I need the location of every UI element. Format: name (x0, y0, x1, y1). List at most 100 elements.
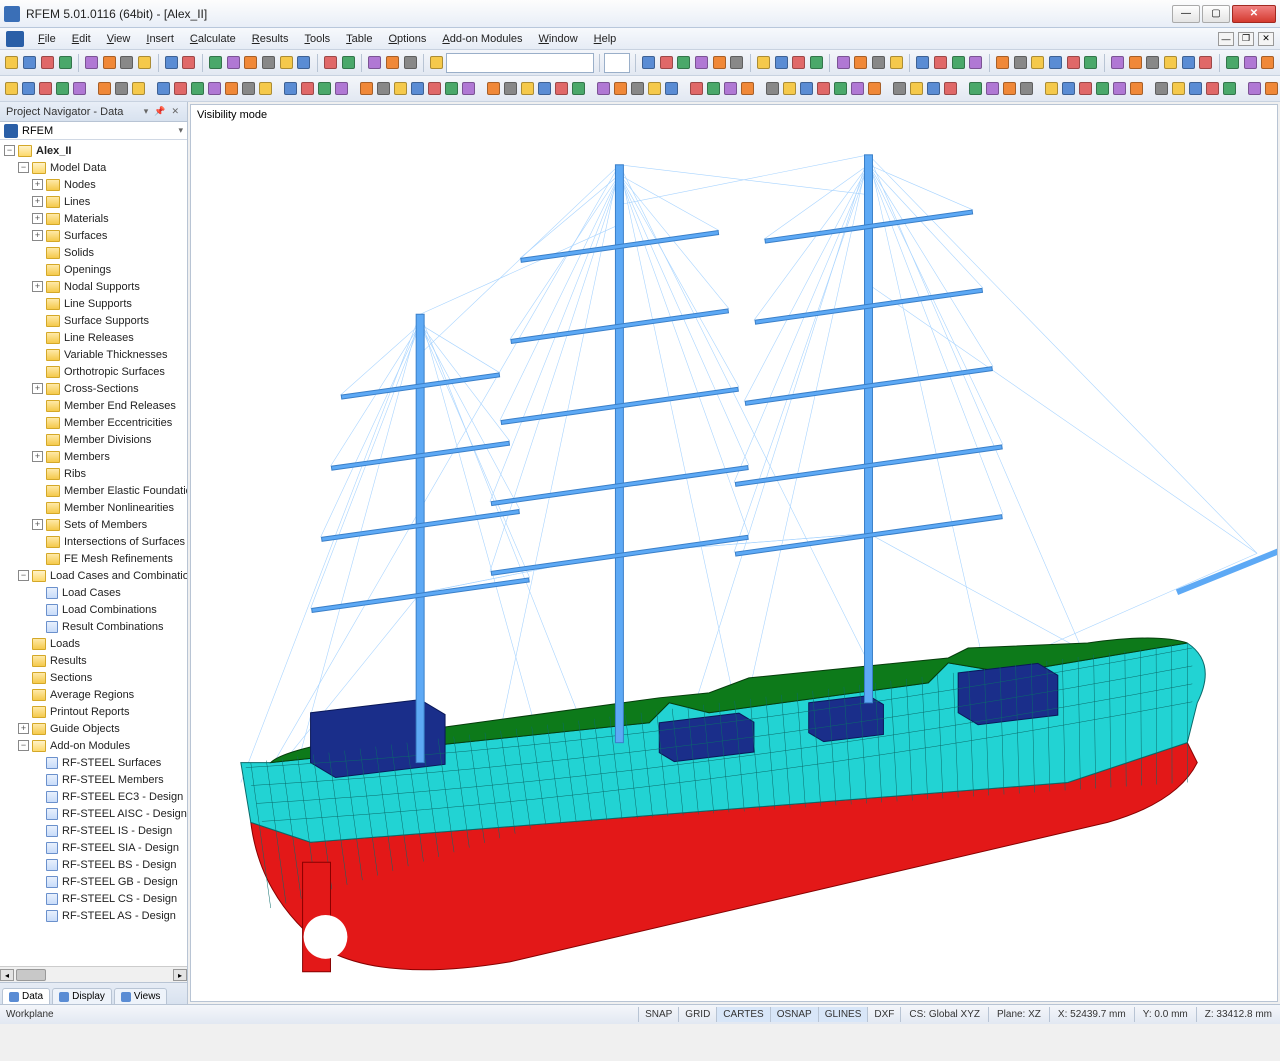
toolbar-button[interactable] (1083, 53, 1099, 73)
toolbar-button[interactable] (323, 53, 339, 73)
toolbar-button[interactable] (630, 79, 645, 99)
toolbar-button[interactable] (224, 79, 239, 99)
toolbar-button[interactable] (596, 79, 611, 99)
toolbar-button[interactable] (1260, 53, 1276, 73)
toolbar-button[interactable] (554, 79, 569, 99)
toolbar-button[interactable] (55, 79, 70, 99)
toolbar-button[interactable] (711, 53, 727, 73)
toolbar-button[interactable] (1129, 79, 1144, 99)
tree-item[interactable]: +Nodes (0, 176, 187, 193)
toolbar-button[interactable] (926, 79, 941, 99)
toolbar-button[interactable] (57, 53, 73, 73)
toolbar-button[interactable] (22, 53, 38, 73)
toolbar-button[interactable] (985, 79, 1000, 99)
tree-expander[interactable]: − (4, 145, 15, 156)
toolbar-button[interactable] (258, 79, 273, 99)
toolbar-button[interactable] (97, 79, 112, 99)
toolbar-button[interactable] (994, 53, 1010, 73)
tree-item[interactable]: Printout Reports (0, 703, 187, 720)
tree-item[interactable]: +Guide Objects (0, 720, 187, 737)
toolbar-button[interactable] (968, 53, 984, 73)
toolbar-button[interactable] (137, 53, 153, 73)
menu-tools[interactable]: Tools (296, 31, 338, 47)
toolbar-button[interactable] (84, 53, 100, 73)
tree-item[interactable]: RF-STEEL SIA - Design (0, 839, 187, 856)
tree-expander[interactable]: + (32, 179, 43, 190)
toolbar-button[interactable] (1180, 53, 1196, 73)
tree-item[interactable]: Load Cases (0, 584, 187, 601)
toolbar-button[interactable] (1225, 53, 1241, 73)
menu-file[interactable]: File (30, 31, 64, 47)
toolbar-button[interactable] (694, 53, 710, 73)
tree-item[interactable]: RF-STEEL EC3 - Design (0, 788, 187, 805)
toolbar-button[interactable] (706, 79, 721, 99)
toolbar-button[interactable] (181, 53, 197, 73)
toolbar-button[interactable] (243, 53, 259, 73)
navigator-root[interactable]: RFEM ▾ (0, 122, 187, 140)
tree-item[interactable]: +Materials (0, 210, 187, 227)
toolbar-button[interactable] (402, 53, 418, 73)
tree-item[interactable]: RF-STEEL AISC - Design (0, 805, 187, 822)
toolbar-button[interactable] (613, 79, 628, 99)
toolbar-button[interactable] (853, 53, 869, 73)
toolbar-dropdown[interactable] (446, 53, 593, 73)
toolbar-button[interactable] (782, 79, 797, 99)
tree-item[interactable]: Results (0, 652, 187, 669)
toolbar-button[interactable] (1264, 79, 1279, 99)
toolbar-button[interactable] (4, 79, 19, 99)
toolbar-button[interactable] (765, 79, 780, 99)
tree-item[interactable]: Member Eccentricities (0, 414, 187, 431)
tree-item[interactable]: Solids (0, 244, 187, 261)
tree-item[interactable]: Load Combinations (0, 601, 187, 618)
toolbar-button[interactable] (114, 79, 129, 99)
toolbar-button[interactable] (1127, 53, 1143, 73)
toolbar-button[interactable] (1019, 79, 1034, 99)
toolbar-button[interactable] (850, 79, 865, 99)
toolbar-button[interactable] (1242, 53, 1258, 73)
tree-expander[interactable]: − (18, 162, 29, 173)
tree-expander[interactable]: + (32, 196, 43, 207)
toolbar-button[interactable] (334, 79, 349, 99)
toolbar-button[interactable] (1048, 53, 1064, 73)
toolbar-button[interactable] (427, 79, 442, 99)
close-button[interactable]: ✕ (1232, 5, 1276, 23)
toolbar-button[interactable] (1061, 79, 1076, 99)
toolbar-button[interactable] (1205, 79, 1220, 99)
toolbar-button[interactable] (1044, 79, 1059, 99)
toolbar-button[interactable] (664, 79, 679, 99)
toolbar-button[interactable] (173, 79, 188, 99)
tree-expander[interactable]: − (18, 570, 29, 581)
tree-item[interactable]: +Surfaces (0, 227, 187, 244)
mdi-minimize-button[interactable]: — (1218, 32, 1234, 46)
toolbar-button[interactable] (384, 53, 400, 73)
tree-expander[interactable]: + (32, 230, 43, 241)
toolbar-button[interactable] (689, 79, 704, 99)
tree-item[interactable]: +Lines (0, 193, 187, 210)
tree-item[interactable]: −Model Data (0, 159, 187, 176)
toolbar-button[interactable] (367, 53, 383, 73)
toolbar-button[interactable] (163, 53, 179, 73)
toolbar-button[interactable] (676, 53, 692, 73)
toolbar-button[interactable] (461, 79, 476, 99)
toolbar-button[interactable] (444, 79, 459, 99)
tree-item[interactable]: Result Combinations (0, 618, 187, 635)
toolbar-button[interactable] (101, 53, 117, 73)
toolbar-button[interactable] (1112, 79, 1127, 99)
tree-item[interactable]: Member Divisions (0, 431, 187, 448)
toolbar-button[interactable] (799, 79, 814, 99)
nav-tab-data[interactable]: Data (2, 988, 50, 1004)
tree-item[interactable]: RF-STEEL CS - Design (0, 890, 187, 907)
navigator-pin-icon[interactable]: 📌 (152, 106, 167, 117)
toolbar-button[interactable] (791, 53, 807, 73)
tree-item[interactable]: Member Elastic Foundations (0, 482, 187, 499)
tree-expander[interactable]: − (18, 740, 29, 751)
toolbar-button[interactable] (1078, 79, 1093, 99)
navigator-dropdown-icon[interactable]: ▾ (142, 106, 151, 117)
menu-results[interactable]: Results (244, 31, 297, 47)
toolbar-button[interactable] (915, 53, 931, 73)
toolbar-button[interactable] (1012, 53, 1028, 73)
nav-tab-display[interactable]: Display (52, 988, 112, 1004)
tree-item[interactable]: Average Regions (0, 686, 187, 703)
toolbar-small-dropdown[interactable] (604, 53, 629, 73)
tree-item[interactable]: Orthotropic Surfaces (0, 363, 187, 380)
